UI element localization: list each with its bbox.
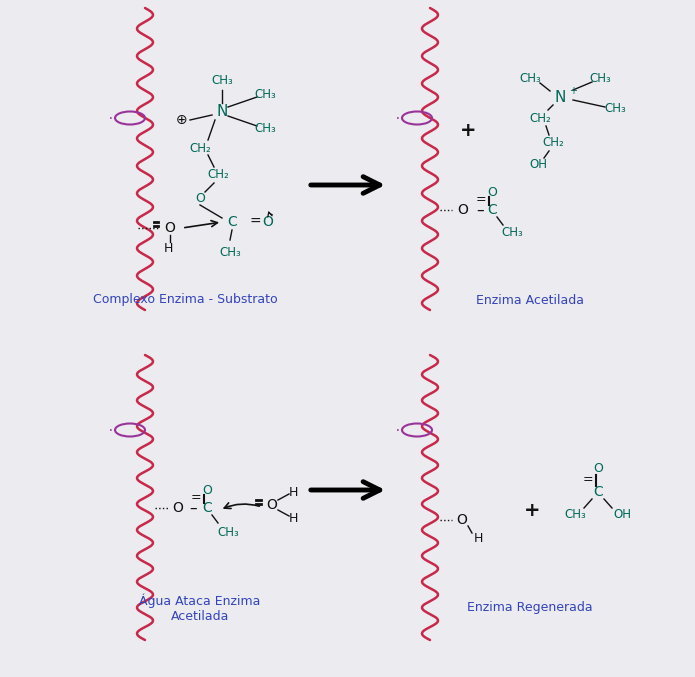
Text: CH₃: CH₃ (217, 525, 239, 538)
Text: O: O (487, 185, 497, 198)
Text: C: C (227, 215, 237, 229)
Text: H: H (288, 485, 297, 498)
Text: =: = (475, 194, 486, 206)
Text: CH₂: CH₂ (529, 112, 551, 125)
Text: CH₃: CH₃ (211, 74, 233, 87)
Text: H: H (288, 512, 297, 525)
Text: CH₃: CH₃ (254, 121, 276, 135)
Text: C: C (202, 501, 212, 515)
Text: N: N (216, 104, 228, 120)
Text: =: = (250, 215, 261, 229)
Text: H: H (163, 242, 172, 255)
Text: CH₃: CH₃ (501, 227, 523, 240)
Text: CH₂: CH₂ (542, 137, 564, 150)
Text: Enzima Acetilada: Enzima Acetilada (476, 294, 584, 307)
Text: +: + (569, 86, 577, 96)
Text: OH: OH (613, 508, 631, 521)
Text: OH: OH (529, 158, 547, 171)
Text: O: O (593, 462, 603, 475)
Text: CH₃: CH₃ (589, 72, 611, 85)
Text: Complexo Enzima - Substrato: Complexo Enzima - Substrato (92, 294, 277, 307)
Text: +: + (460, 121, 476, 139)
Text: CH₃: CH₃ (254, 89, 276, 102)
Text: O: O (263, 215, 273, 229)
Text: –: – (189, 500, 197, 515)
Text: O: O (457, 513, 468, 527)
Text: CH₃: CH₃ (519, 72, 541, 85)
Text: Enzima Regenerada: Enzima Regenerada (467, 601, 593, 615)
Text: O: O (267, 498, 277, 512)
Text: =: = (582, 473, 594, 487)
Text: CH₃: CH₃ (604, 102, 626, 114)
Text: C: C (593, 485, 603, 499)
Text: C: C (487, 203, 497, 217)
Text: O: O (165, 221, 175, 235)
Text: CH₃: CH₃ (219, 246, 241, 259)
Text: CH₃: CH₃ (564, 508, 586, 521)
Text: =: = (190, 492, 202, 504)
Text: O: O (172, 501, 183, 515)
Text: N: N (555, 89, 566, 104)
Text: ⊕: ⊕ (177, 113, 188, 127)
Text: O: O (195, 192, 205, 204)
Text: –: – (476, 202, 484, 217)
Text: O: O (457, 203, 468, 217)
Text: Água Ataca Enzima
Acetilada: Água Ataca Enzima Acetilada (139, 593, 261, 623)
Text: CH₂: CH₂ (189, 141, 211, 154)
Text: H: H (473, 533, 483, 546)
Text: O: O (202, 483, 212, 496)
Text: CH₂: CH₂ (207, 169, 229, 181)
Text: +: + (524, 500, 540, 519)
